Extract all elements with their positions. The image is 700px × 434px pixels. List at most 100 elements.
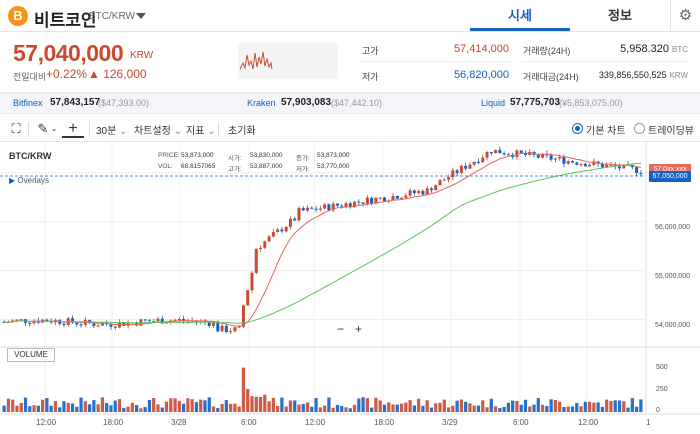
candle-body xyxy=(536,154,540,158)
volume-bar xyxy=(305,402,310,412)
crosshair-icon[interactable]: + xyxy=(62,120,84,138)
volume-bar xyxy=(6,398,11,412)
volume-bar xyxy=(485,407,489,412)
pencil-icon[interactable]: ✎ xyxy=(37,121,49,136)
volume-bar xyxy=(515,400,519,412)
candle-body xyxy=(374,198,378,204)
volume-bar xyxy=(267,401,271,412)
candle-body xyxy=(288,218,292,227)
last-price-tag: 57,050,000 xyxy=(649,171,691,182)
candle-body xyxy=(160,318,164,324)
volume-bar xyxy=(293,400,297,412)
volume-bar xyxy=(412,405,417,412)
candle-body xyxy=(314,208,318,210)
candle-body xyxy=(541,153,545,158)
candle-body xyxy=(297,208,301,221)
candle-body xyxy=(135,322,139,326)
volume-bar xyxy=(297,404,301,412)
volume-bar xyxy=(134,405,139,412)
legend-low: 53,770,000 xyxy=(317,163,350,170)
basic-chart-label[interactable]: 기본 차트 xyxy=(586,126,626,137)
volume-bar xyxy=(173,398,177,412)
candle-body xyxy=(570,160,574,163)
candle-body xyxy=(378,197,382,199)
chevron-down-icon[interactable] xyxy=(136,13,146,19)
legend-close-label: 종가: xyxy=(296,155,310,162)
candle-body xyxy=(425,188,429,195)
candle-body xyxy=(498,149,502,154)
candle-body xyxy=(639,173,643,175)
candle-body xyxy=(583,163,587,167)
tradingview-label[interactable]: 트레이딩뷰 xyxy=(648,126,694,137)
basic-chart-radio[interactable] xyxy=(572,123,583,134)
volume-bar xyxy=(92,400,96,412)
candle-body xyxy=(254,248,258,273)
candle-body xyxy=(32,320,36,324)
zoom-in-button[interactable]: + xyxy=(351,323,366,336)
fullscreen-icon[interactable]: ⛶ xyxy=(11,121,21,136)
volume-bar xyxy=(626,407,630,412)
tradingview-radio[interactable] xyxy=(634,123,645,134)
volume-bar xyxy=(301,403,305,412)
time-tick: 3/28 xyxy=(171,418,187,427)
candle-body xyxy=(562,156,566,164)
price-tick: 55,000,000 xyxy=(655,273,691,280)
candle-body xyxy=(318,208,322,210)
candle-body xyxy=(455,170,459,173)
candle-body xyxy=(250,272,254,291)
volume-bar xyxy=(399,403,404,412)
interval-select[interactable]: 30분 ⌄ xyxy=(96,122,128,137)
volume-bar xyxy=(228,403,233,412)
volume-bar xyxy=(122,408,126,412)
exchange-name-kraken[interactable]: Kraken xyxy=(247,98,276,108)
time-tick: 12:00 xyxy=(36,418,57,427)
divider xyxy=(360,61,512,62)
candle-body xyxy=(284,226,288,232)
volume-bar xyxy=(429,407,434,412)
candle-body xyxy=(434,185,438,191)
candle-body xyxy=(361,202,365,204)
volume-bar xyxy=(241,367,246,412)
volume-bar xyxy=(596,402,600,412)
volume-bar xyxy=(395,404,399,412)
volume-bar xyxy=(481,400,485,412)
volume-bar xyxy=(126,406,130,412)
volume-bar xyxy=(374,397,378,412)
exchange-price-kraken: 57,903,083 xyxy=(281,97,332,108)
volume-bar xyxy=(361,397,365,412)
volume-bar xyxy=(536,398,540,412)
triangle-right-icon: ▶ xyxy=(9,176,16,185)
zoom-out-button[interactable]: − xyxy=(333,323,348,336)
indicators-select[interactable]: 지표 ⌄ xyxy=(186,122,216,137)
tab-info[interactable]: 정보 xyxy=(608,8,632,23)
volume-bar xyxy=(558,401,562,412)
volume-bar xyxy=(570,406,575,412)
coin-name[interactable]: 비트코인 xyxy=(34,11,97,30)
tab-quote[interactable]: 시세 xyxy=(470,0,570,31)
volume-bar xyxy=(288,400,293,412)
volume-bar xyxy=(280,397,284,412)
exchange-name-bitfinex[interactable]: Bitfinex xyxy=(13,98,43,108)
overlays-label: Overlays xyxy=(17,176,49,185)
mini-chart-line xyxy=(239,51,273,70)
volume-bar xyxy=(523,399,528,412)
candle-body xyxy=(600,163,604,168)
candle-body xyxy=(237,326,241,328)
volume-bar xyxy=(340,405,344,412)
exchange-prices-bar: Bitfinex 57,843,157 ($47,393.00) Kraken … xyxy=(0,92,700,114)
volume-bar xyxy=(36,405,40,412)
candle-body xyxy=(404,195,408,198)
candle-body xyxy=(271,232,275,237)
chevron-down-icon[interactable]: ⌄ xyxy=(50,124,58,133)
exchange-name-liquid[interactable]: Liquid xyxy=(481,98,506,108)
overlays-toggle[interactable]: ▶ Overlays xyxy=(9,176,49,185)
legend-vol: 68.6157065 xyxy=(181,163,216,170)
volume-bar xyxy=(630,398,634,412)
chart-settings-select[interactable]: 차트설정 ⌄ xyxy=(134,122,182,137)
reset-button[interactable]: 초기화 xyxy=(228,126,256,137)
gear-icon[interactable]: ⚙ xyxy=(670,0,700,31)
volume-bar xyxy=(404,402,408,412)
volume-bar xyxy=(352,404,357,412)
volume-bar xyxy=(258,396,263,412)
